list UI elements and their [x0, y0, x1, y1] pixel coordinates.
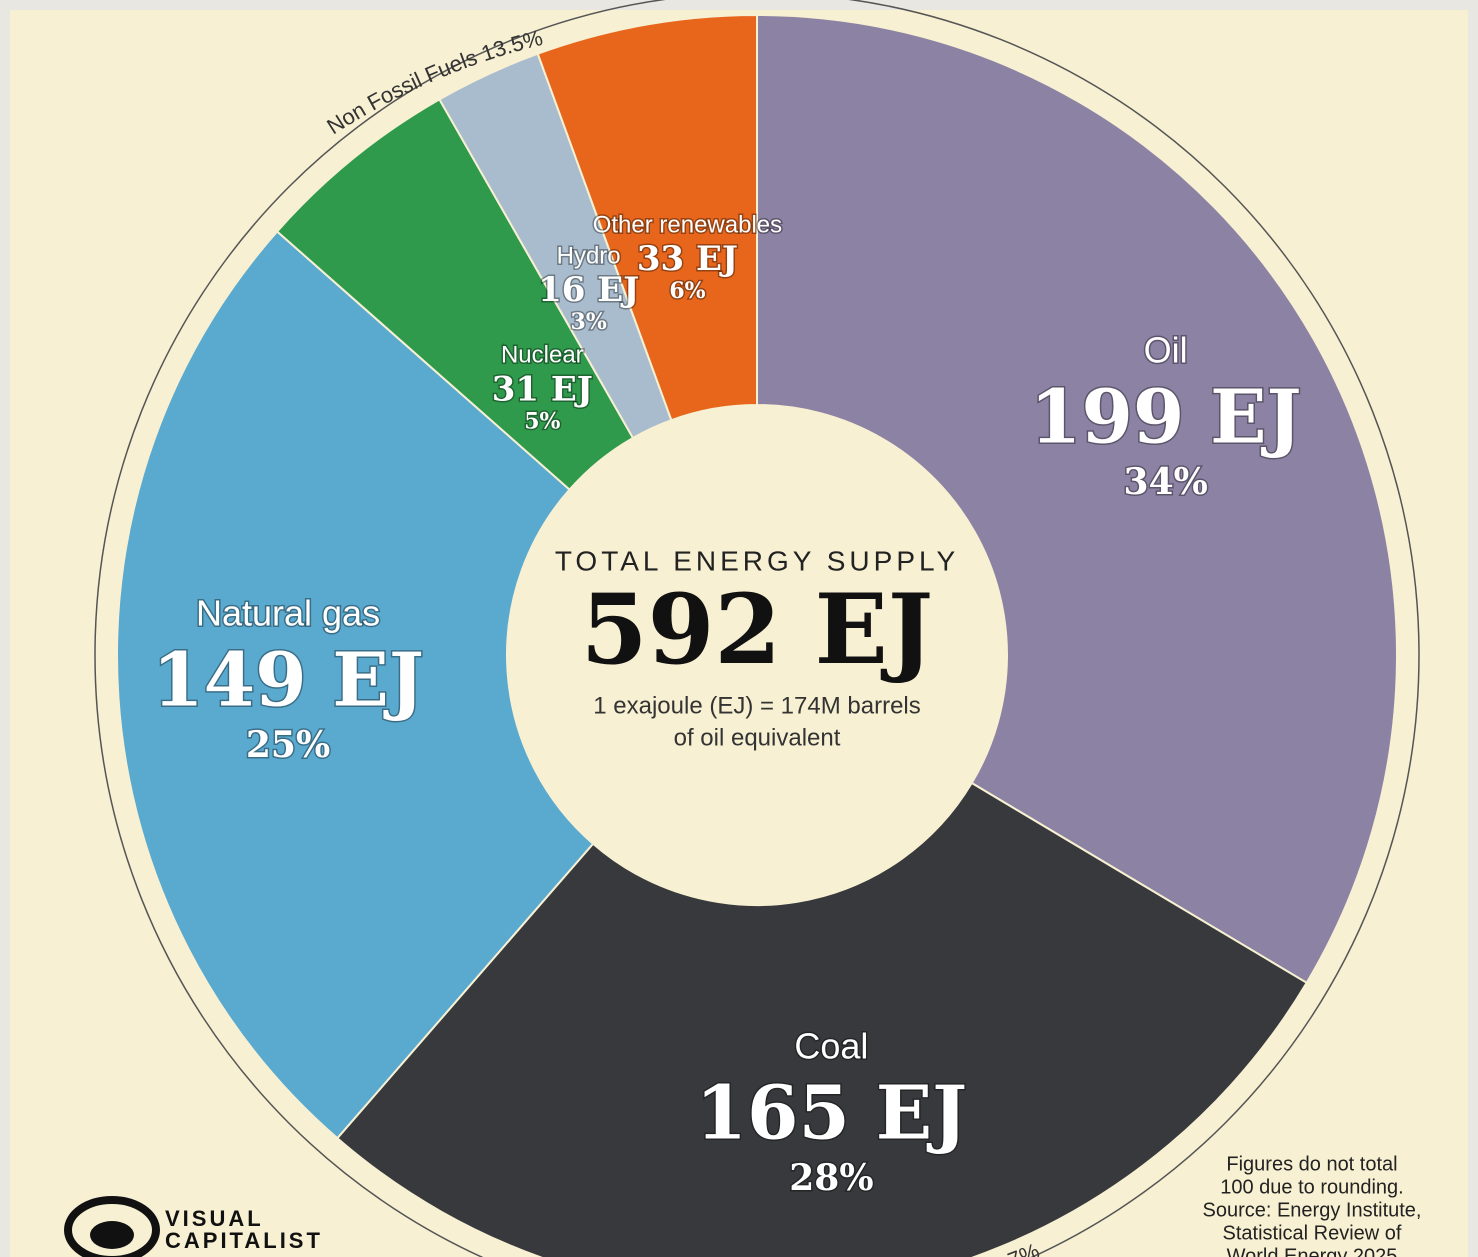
segment-value: 199 EJ	[1030, 374, 1302, 460]
footnote: World Energy 2025	[1227, 1245, 1398, 1257]
slice	[536, 13, 758, 422]
segment-name: Other renewables	[593, 211, 782, 238]
center-value: 592 EJ	[581, 573, 933, 686]
center-title: TOTAL ENERGY SUPPLY	[555, 545, 959, 576]
footnote: Statistical Review of	[1223, 1222, 1402, 1244]
segment-value: 165 EJ	[696, 1071, 968, 1157]
segment-name: Oil	[1144, 329, 1188, 370]
segment-name: Nuclear	[501, 342, 584, 369]
footnote: 100 due to rounding.	[1220, 1176, 1404, 1198]
brand-name: VISUAL	[165, 1206, 264, 1231]
footnote: Figures do not total	[1226, 1153, 1397, 1175]
segment-share: 5%	[524, 408, 560, 434]
segment-name: Hydro	[557, 242, 621, 269]
segment-value: 31 EJ	[492, 369, 593, 409]
brand-logo	[64, 1196, 160, 1257]
center-hole	[507, 405, 1007, 905]
brand-name: CAPITALIST	[165, 1228, 323, 1253]
center-note: of oil equivalent	[674, 724, 841, 751]
segment-name: Natural gas	[196, 593, 380, 634]
segment-name: Coal	[794, 1026, 868, 1067]
segment-value: 33 EJ	[637, 239, 738, 279]
center-note: 1 exajoule (EJ) = 174M barrels	[593, 692, 921, 719]
segment-share: 34%	[1124, 461, 1208, 503]
segment-share: 3%	[571, 309, 607, 335]
segment-share: 28%	[789, 1157, 873, 1199]
segment-value: 16 EJ	[538, 270, 639, 310]
segment-share: 25%	[246, 724, 330, 766]
segment-value: 149 EJ	[152, 638, 424, 724]
footnote: Source: Energy Institute,	[1202, 1199, 1421, 1221]
segment-share: 6%	[669, 278, 705, 304]
outer-ring	[94, 0, 1420, 1257]
